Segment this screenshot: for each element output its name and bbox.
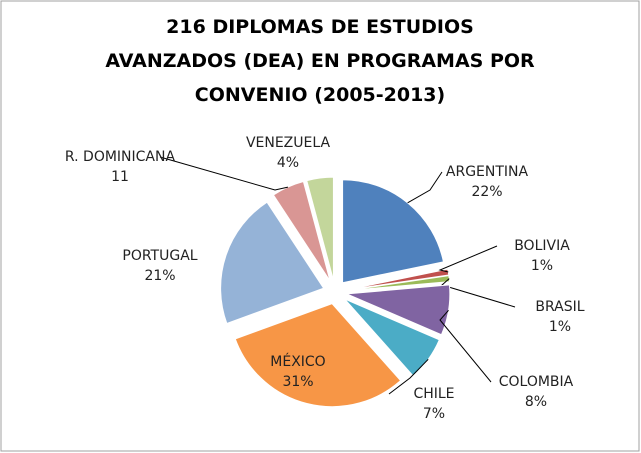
slice-label: COLOMBIA <box>499 374 574 390</box>
leader-line <box>159 156 289 191</box>
leader-line <box>407 171 443 204</box>
leader-line <box>439 309 492 383</box>
slice-value-label: 11 <box>111 169 129 185</box>
slice-label: BOLIVIA <box>514 238 570 254</box>
pie-slice <box>306 176 334 281</box>
pie-slice <box>272 180 331 282</box>
slice-label: ARGENTINA <box>446 164 529 180</box>
slice-value-label: 1% <box>531 258 553 274</box>
slice-value-label: 7% <box>423 406 445 422</box>
leader-line <box>438 245 498 273</box>
slice-value-label: 8% <box>525 394 547 410</box>
slice-label: MÉXICO <box>270 353 325 370</box>
slice-label: R. DOMINICANA <box>65 149 176 165</box>
chart-title: 216 DIPLOMAS DE ESTUDIOS AVANZADOS (DEA)… <box>105 16 535 106</box>
pie-slice <box>220 201 325 325</box>
slice-value-label: 22% <box>471 184 502 200</box>
slice-value-label: 4% <box>277 155 299 171</box>
pie-slice <box>344 298 440 377</box>
pie-slice <box>342 179 445 284</box>
leader-line <box>388 358 429 395</box>
slice-value-label: 1% <box>549 319 571 335</box>
slice-value-label: 21% <box>144 268 175 284</box>
slice-value-label: 31% <box>282 374 313 390</box>
slice-label: CHILE <box>413 386 454 402</box>
pie-slice <box>234 303 402 408</box>
slice-label: BRASIL <box>535 299 584 315</box>
slice-label: PORTUGAL <box>122 248 197 264</box>
slice-label: VENEZUELA <box>246 135 331 151</box>
leader-line <box>440 278 516 308</box>
